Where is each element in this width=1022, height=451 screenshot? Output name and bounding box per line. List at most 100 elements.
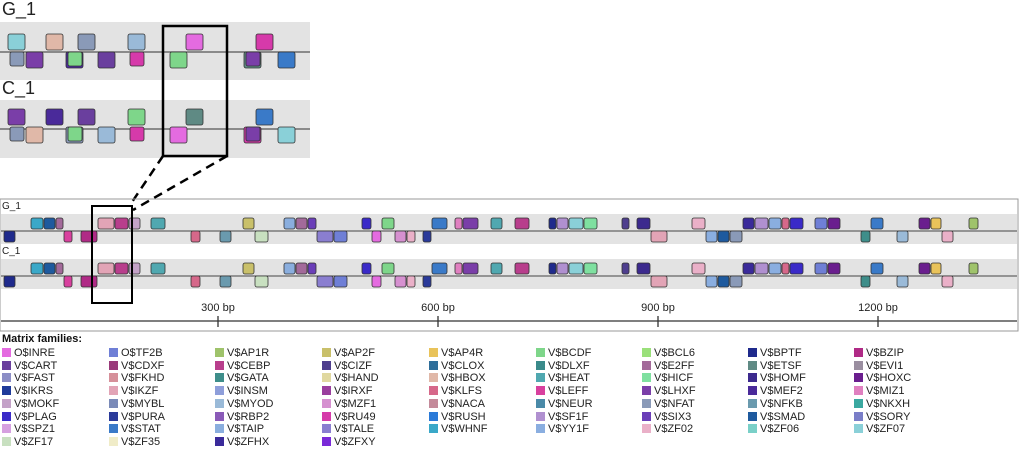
zoom-track-label-g1: G_1 <box>2 0 36 20</box>
legend-label: V$FKHD <box>121 372 165 385</box>
zoom-site-box <box>67 51 83 67</box>
ruler-label-600: 600 bp <box>421 302 455 314</box>
legend-item: V$PLAG <box>2 411 57 423</box>
legend-swatch <box>429 360 438 370</box>
legend-label: V$MIZ1 <box>866 385 905 398</box>
overview-site-box <box>729 275 743 288</box>
overview-site-box <box>548 262 557 275</box>
overview-site-box <box>242 217 255 230</box>
overview-site-box <box>789 262 804 275</box>
legend-label: V$WHNF <box>441 423 488 436</box>
overview-site-box <box>650 230 668 243</box>
overview-site-box <box>691 217 706 230</box>
zoom-site-box <box>127 108 146 126</box>
overview-site-box <box>361 217 372 230</box>
legend-label: V$YY1F <box>548 423 589 436</box>
overview-site-box <box>150 217 166 230</box>
legend-item: V$CLOX <box>429 360 484 372</box>
legend-label: V$NFAT <box>654 397 695 410</box>
overview-site-box <box>650 275 668 288</box>
zoom-site-box <box>185 108 204 126</box>
overview-track-label-c1: C_1 <box>2 246 21 257</box>
legend-item: V$GATA <box>215 372 269 384</box>
legend-label: V$CART <box>14 359 58 372</box>
overview-site-box <box>691 262 706 275</box>
legend-swatch <box>429 373 438 383</box>
legend-swatch <box>642 411 651 421</box>
legend-item: V$AP1R <box>215 347 269 359</box>
legend-swatch <box>748 398 757 408</box>
legend-label: V$SPZ1 <box>14 423 55 436</box>
legend-label: V$HICF <box>654 372 694 385</box>
overview-site-box <box>316 230 334 243</box>
legend-swatch <box>536 360 545 370</box>
overview-site-box <box>814 217 828 230</box>
legend-label: V$AP4R <box>441 347 484 359</box>
overview-site-box <box>63 230 73 243</box>
legend-swatch <box>322 398 331 408</box>
overview-site-box <box>930 262 942 275</box>
legend-item: V$ZF02 <box>642 423 693 435</box>
overview-site-box <box>781 217 790 230</box>
overview-site-box <box>307 262 317 275</box>
overview-site-box <box>55 217 64 230</box>
legend-item: V$HEAT <box>536 372 590 384</box>
legend-item: V$CDXF <box>109 360 164 372</box>
legend-swatch <box>2 436 11 446</box>
legend-label: O$INRE <box>14 347 55 359</box>
overview-site-box <box>621 217 630 230</box>
legend-label: V$NFKB <box>760 397 803 410</box>
legend-item: V$MYOD <box>215 398 273 410</box>
legend-swatch <box>854 411 863 421</box>
legend-title: Matrix families: <box>2 333 83 345</box>
legend-item: V$NKXH <box>854 398 910 410</box>
legend-item: V$IKRS <box>2 385 53 397</box>
overview-site-box <box>941 275 954 288</box>
legend-swatch <box>215 398 224 408</box>
ruler-label-1200: 1200 bp <box>858 302 898 314</box>
zoom-site-box <box>77 108 96 126</box>
legend-label: V$FAST <box>14 372 55 385</box>
zoom-site-box <box>97 126 116 144</box>
legend-label: V$GATA <box>227 372 269 385</box>
overview-site-box <box>754 217 769 230</box>
legend-swatch <box>322 424 331 434</box>
overview-site-box <box>621 262 630 275</box>
overview-site-box <box>219 275 232 288</box>
overview-site-box <box>190 275 201 288</box>
legend-swatch <box>215 411 224 421</box>
overview-site-box <box>63 275 73 288</box>
ruler-label-300: 300 bp <box>201 302 235 314</box>
legend-item: V$ZF17 <box>2 436 53 448</box>
legend-item: O$TF2B <box>109 347 163 359</box>
legend-item: V$SIX3 <box>642 411 691 423</box>
legend-swatch <box>322 436 331 446</box>
legend-item: V$NFAT <box>642 398 695 410</box>
legend-item: V$INSM <box>215 385 268 397</box>
zoom-site-box <box>255 108 274 126</box>
legend-swatch <box>854 398 863 408</box>
legend-swatch <box>322 386 331 396</box>
overview-site-box <box>827 217 841 230</box>
overview-site-box <box>454 217 463 230</box>
overview-track-band-c1 <box>1 259 1017 289</box>
legend-item: V$MYBL <box>109 398 164 410</box>
legend-item: V$TALE <box>322 423 374 435</box>
legend-swatch <box>642 348 651 357</box>
overview-site-box <box>242 262 255 275</box>
overview-site-box <box>636 217 651 230</box>
overview-site-box <box>968 262 979 275</box>
overview-site-box <box>128 262 141 275</box>
overview-site-box <box>781 262 790 275</box>
legend-label: V$E2FF <box>654 359 695 372</box>
overview-site-box <box>128 217 141 230</box>
overview-site-box <box>371 275 382 288</box>
overview-site-box <box>254 275 269 288</box>
connector-line-right <box>132 154 228 212</box>
legend-swatch <box>109 424 118 434</box>
overview-site-box <box>150 262 166 275</box>
zoom-track-band-g1 <box>0 22 310 80</box>
zoom-site-box <box>25 51 44 69</box>
overview-site-box <box>371 230 382 243</box>
legend-item: V$ZFXY <box>322 436 376 448</box>
